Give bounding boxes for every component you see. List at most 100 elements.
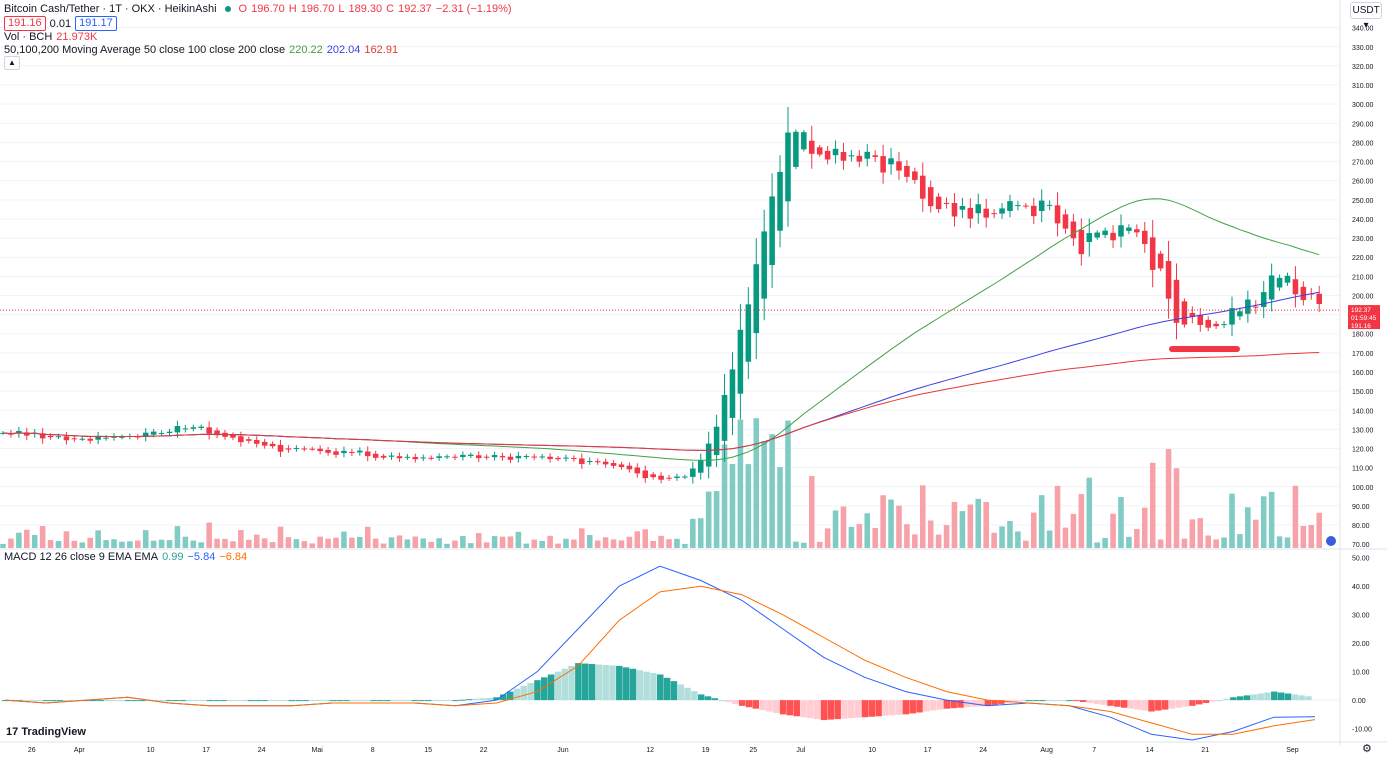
candle-body (539, 456, 545, 458)
macd-hist-bar (343, 700, 350, 702)
price-tick-label: 180.00 (1352, 332, 1374, 339)
volume-bar (539, 540, 545, 548)
tradingview-logo[interactable]: 17 TradingView (6, 726, 86, 738)
candle-body (182, 428, 189, 430)
volume-bar (729, 463, 736, 548)
macd-hist-bar (397, 700, 405, 702)
macd-hist-bar (404, 700, 412, 702)
macd-hist-bar (663, 677, 671, 701)
macd-hist-bar (1277, 692, 1285, 701)
macd-hist-bar (977, 700, 985, 707)
macd-hist-bar (486, 697, 493, 701)
volume-bar (1300, 525, 1307, 548)
volume-bar (531, 539, 538, 548)
candle-body (95, 436, 101, 440)
volume-bar (547, 535, 553, 548)
volume-bar (1276, 536, 1283, 548)
volume-bar (63, 531, 70, 548)
macd-tick-label: 20.00 (1352, 641, 1370, 648)
candle-body (959, 206, 966, 210)
candle-body (1157, 253, 1164, 269)
macd-hist-bar (595, 664, 603, 701)
volume-bar (777, 467, 783, 548)
bid-button[interactable]: 191.16 (4, 16, 46, 31)
macd-hist-bar (520, 685, 528, 701)
candle-body (1078, 229, 1085, 255)
macd-hist-bar (984, 700, 991, 706)
macd-hist-bar (964, 700, 971, 708)
volume-bar (959, 511, 966, 548)
macd-hist-bar (513, 688, 521, 701)
candle-body (531, 456, 538, 458)
volume-bar (499, 536, 506, 548)
volume-bar (364, 526, 371, 548)
candle-body (1316, 293, 1322, 305)
macd-hist-bar (431, 700, 439, 702)
collapse-legend-button[interactable]: ▲ (4, 56, 20, 70)
quote-legend: 191.16 0.01 191.17 (4, 16, 117, 31)
candle-body (579, 458, 585, 464)
volume-bar (31, 535, 38, 548)
volume-bar (967, 504, 974, 548)
macd-hist-bar (1175, 700, 1183, 708)
spread-value: 0.01 (49, 17, 72, 30)
ma-legend[interactable]: 50,100,200 Moving Average 50 close 100 c… (4, 43, 398, 57)
macd-hist-bar (684, 687, 691, 701)
volume-bar (1015, 531, 1021, 548)
volume-bar (452, 540, 458, 548)
symbol-title[interactable]: Bitcoin Cash/Tether · 1T · OKX · HeikinA… (4, 3, 217, 15)
candle-body (801, 132, 807, 150)
volume-bar (864, 513, 871, 548)
volume-bar (999, 526, 1005, 548)
macd-hist-bar (56, 700, 64, 702)
candle-body (705, 443, 712, 467)
candle-body (475, 455, 482, 459)
volume-bar (555, 543, 561, 548)
macd-hist-bar (738, 700, 746, 706)
price-tag-label: 01:59:45 (1351, 315, 1377, 322)
candle-body (39, 433, 46, 439)
candle-body (1221, 324, 1227, 326)
macd-legend[interactable]: MACD 12 26 close 9 EMA EMA 0.99 −5.84 −6… (4, 550, 247, 564)
macd-hist-bar (691, 691, 698, 701)
price-tick-label: 230.00 (1352, 236, 1374, 243)
candle-body (174, 426, 181, 433)
candle-body (301, 448, 308, 450)
volume-bar (1173, 468, 1180, 548)
macd-hist-bar (650, 673, 657, 701)
macd-hist-bar (268, 700, 275, 702)
time-tick-label: Aug (1040, 747, 1053, 754)
macd-hist-bar (1093, 700, 1101, 704)
macd-hist-bar (704, 696, 712, 701)
time-tick-label: 25 (749, 747, 757, 754)
price-tick-label: 340.00 (1352, 26, 1374, 33)
candle-body (793, 131, 799, 167)
macd-hist-bar (1189, 700, 1196, 706)
candle-body (198, 426, 204, 429)
ohlc-open: 196.70 (251, 3, 285, 15)
price-tick-label: 320.00 (1352, 64, 1374, 71)
settings-icon[interactable]: ⚙ (1362, 743, 1372, 755)
candle-body (71, 438, 78, 440)
candle-body (674, 476, 680, 478)
volume-bar (793, 541, 799, 548)
time-tick-label: Apr (74, 747, 86, 754)
ask-button[interactable]: 191.17 (75, 16, 117, 31)
volume-bar (111, 539, 117, 548)
volume-bar (769, 434, 775, 548)
volume-legend[interactable]: Vol · BCH 21.973K (4, 30, 97, 44)
macd-hist-bar (42, 700, 50, 702)
macd-hist-bar (991, 700, 998, 705)
us-flag-icon[interactable] (1325, 535, 1337, 547)
volume-bar (840, 506, 847, 548)
candle-body (309, 448, 316, 450)
currency-selector[interactable]: USDT ▾ (1350, 2, 1382, 31)
candles (0, 107, 1322, 484)
macd-hist-bar (152, 700, 159, 702)
macd-hist-bar (172, 700, 180, 702)
macd-hist-bar (534, 680, 541, 701)
volume-bar (380, 543, 387, 548)
volume-bar (8, 538, 14, 548)
volume-bar (222, 538, 228, 548)
